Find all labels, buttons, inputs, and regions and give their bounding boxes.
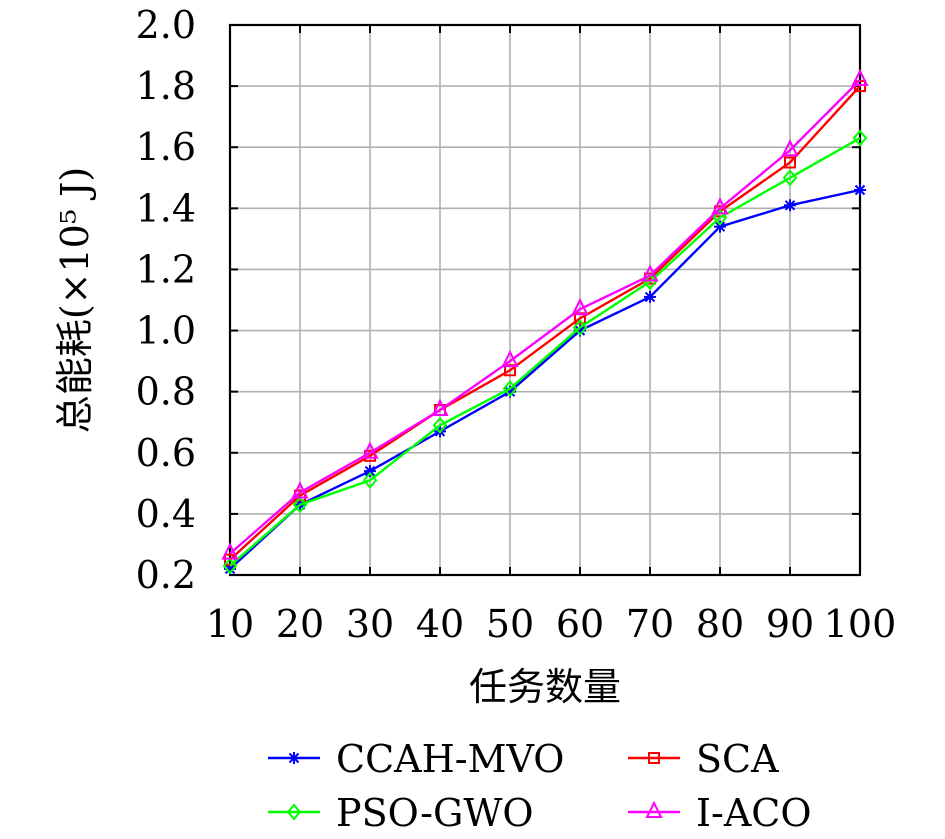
legend-entry-sca: SCA xyxy=(628,737,779,781)
marker-triangle xyxy=(781,139,799,157)
y-axis-title: 总能耗(×10⁵ J) xyxy=(53,167,97,433)
marker-square xyxy=(784,156,796,169)
marker-asterisk xyxy=(644,290,656,303)
marker-asterisk xyxy=(784,199,796,212)
y-tick-label: 0.6 xyxy=(136,431,196,475)
x-tick-label: 40 xyxy=(416,602,464,646)
marker-square xyxy=(648,752,660,764)
marker-diamond xyxy=(292,496,308,514)
marker-triangle xyxy=(645,800,663,818)
legend-label: CCAH-MVO xyxy=(336,737,564,781)
x-tick-label: 70 xyxy=(626,602,674,646)
series-ccah-mvo xyxy=(224,184,866,575)
marker-asterisk xyxy=(714,220,726,233)
marker-diamond xyxy=(362,471,378,489)
marker-diamond xyxy=(432,416,448,434)
y-tick-label: 1.6 xyxy=(136,125,196,169)
marker-diamond xyxy=(782,169,798,187)
asterisk-stroke xyxy=(784,200,796,211)
plot-frame xyxy=(228,23,862,577)
x-tick-label: 90 xyxy=(766,602,814,646)
y-tick-label: 1.0 xyxy=(136,309,196,353)
asterisk-stroke xyxy=(574,325,586,336)
legend-entry-pso-gwo: PSO-GWO xyxy=(268,791,534,835)
asterisk-stroke xyxy=(288,752,300,764)
legend-label: PSO-GWO xyxy=(336,791,534,835)
asterisk-stroke xyxy=(714,221,726,232)
series-i-aco xyxy=(221,68,869,560)
x-tick-label: 100 xyxy=(824,602,897,646)
marker-triangle xyxy=(501,349,519,368)
x-tick-label: 30 xyxy=(346,602,394,646)
legend-entry-ccah-mvo: CCAH-MVO xyxy=(268,737,564,781)
legend: CCAH-MVO SCA PSO-GWO I-ACO xyxy=(268,737,812,835)
marker-triangle xyxy=(291,481,309,499)
x-tick-label: 60 xyxy=(556,602,604,646)
asterisk-stroke xyxy=(364,465,376,477)
y-tick-label: 1.4 xyxy=(136,186,196,230)
marker-asterisk xyxy=(288,752,300,764)
marker-triangle xyxy=(431,398,449,416)
x-tick-label: 50 xyxy=(486,602,534,646)
y-axis-ticks: 0.2 0.4 0.6 0.8 1.0 1.2 1.4 1.6 1.8 2.0 xyxy=(136,3,860,597)
marker-diamond xyxy=(572,318,588,337)
y-tick-label: 0.8 xyxy=(136,370,196,414)
marker-triangle xyxy=(571,297,589,316)
legend-entry-i-aco: I-ACO xyxy=(628,791,812,835)
marker-triangle xyxy=(361,441,379,459)
marker-asterisk xyxy=(854,184,866,196)
marker-diamond xyxy=(712,208,728,227)
marker-diamond xyxy=(642,273,658,291)
marker-asterisk xyxy=(364,465,376,478)
marker-triangle xyxy=(641,264,659,282)
series-layer xyxy=(221,68,869,575)
x-tick-label: 80 xyxy=(696,602,744,646)
x-tick-label: 20 xyxy=(276,602,324,646)
series-line xyxy=(229,79,861,555)
x-axis-ticks: 10 20 30 40 50 60 70 80 90 100 xyxy=(206,25,896,646)
marker-triangle xyxy=(221,542,239,560)
marker-diamond xyxy=(222,557,238,575)
series-line xyxy=(229,137,861,567)
y-tick-label: 1.8 xyxy=(136,64,196,108)
x-tick-label: 10 xyxy=(206,602,254,646)
y-tick-label: 1.2 xyxy=(136,247,196,291)
y-tick-label: 0.4 xyxy=(136,492,196,536)
y-tick-label: 0.2 xyxy=(136,553,196,597)
asterisk-stroke xyxy=(854,184,866,196)
marker-diamond xyxy=(502,380,518,398)
marker-diamond xyxy=(852,129,868,147)
y-tick-label: 2.0 xyxy=(136,3,196,47)
legend-label: I-ACO xyxy=(696,791,812,835)
series-line xyxy=(229,188,861,570)
marker-triangle xyxy=(711,197,729,215)
asterisk-stroke xyxy=(504,386,516,397)
marker-triangle xyxy=(851,68,869,86)
marker-diamond xyxy=(286,803,302,821)
asterisk-stroke xyxy=(644,291,656,303)
legend-label: SCA xyxy=(696,737,779,781)
series-sca xyxy=(224,80,866,566)
series-line xyxy=(229,85,861,561)
x-axis-title: 任务数量 xyxy=(469,665,621,709)
asterisk-stroke xyxy=(224,563,236,575)
series-pso-gwo xyxy=(222,129,868,575)
